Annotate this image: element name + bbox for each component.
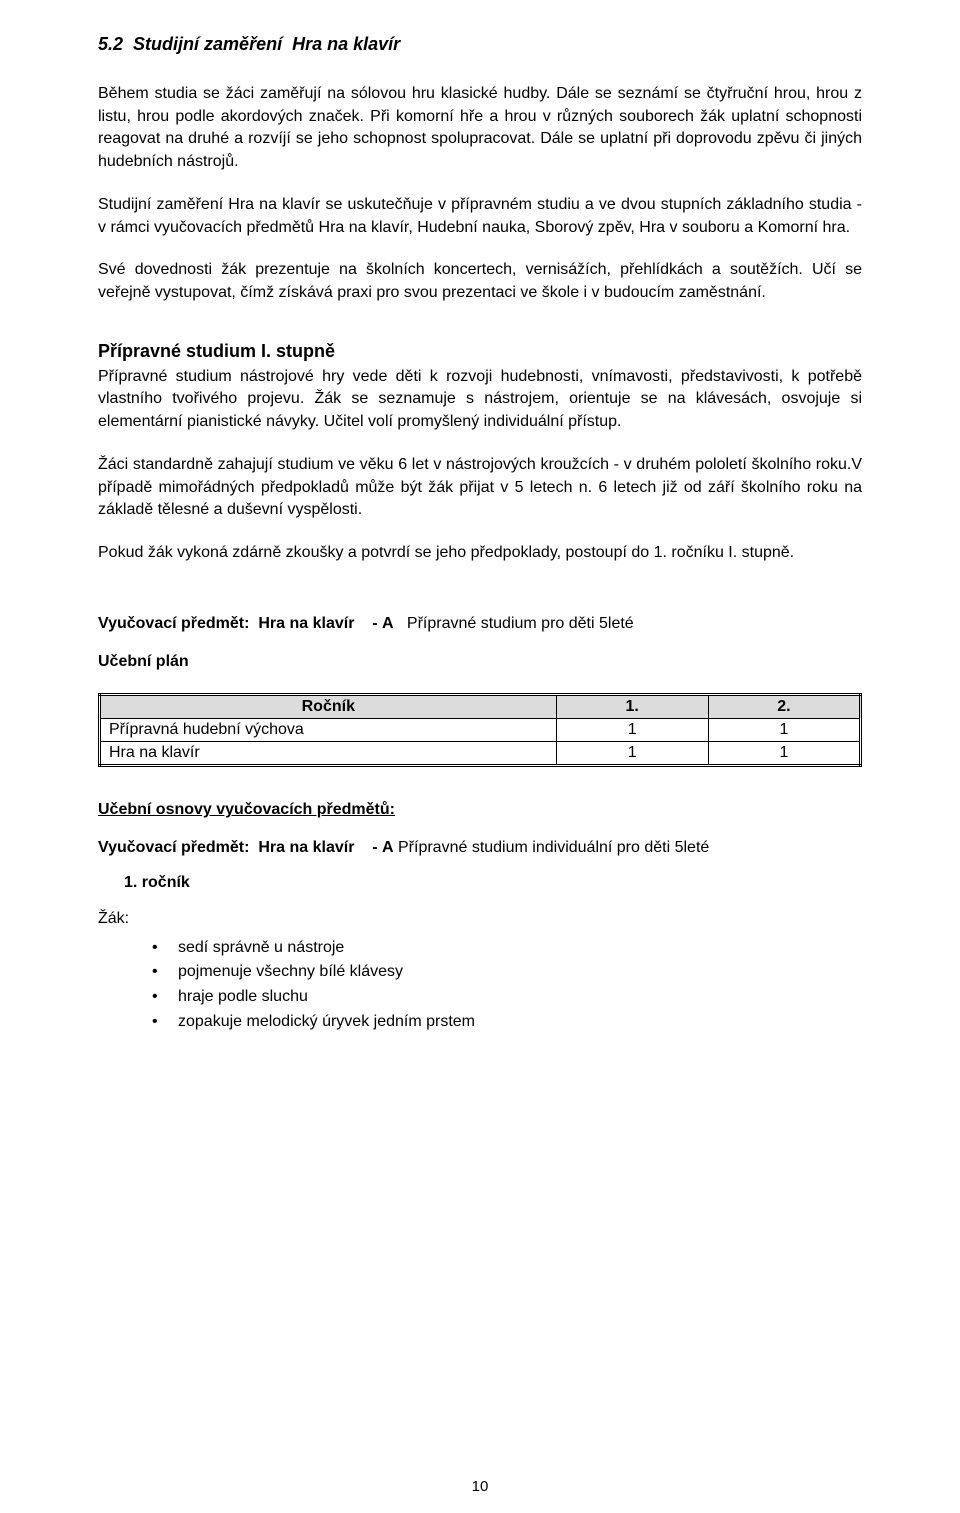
subject1-dash: - [372, 615, 377, 632]
prep-paragraph-3: Pokud žák vykoná zdárně zkoušky a potvrd… [98, 542, 862, 565]
plan-header-row: Ročník 1. 2. [100, 695, 861, 719]
bullet-item: hraje podle sluchu [152, 985, 862, 1010]
plan-row-c1: 1 [556, 742, 708, 766]
section-number: 5.2 [98, 34, 123, 54]
subject-line-2: Vyučovací předmět: Hra na klavír - A Pří… [98, 837, 862, 859]
subject2-label: Vyučovací předmět: [98, 839, 249, 856]
section-heading: 5.2 Studijní zaměření Hra na klavír [98, 34, 862, 55]
subject2-variant-letter: A [382, 839, 394, 856]
prep-paragraph-2: Žáci standardně zahajují studium ve věku… [98, 454, 862, 522]
plan-label: Učební plán [98, 653, 862, 671]
zak-label: Žák: [98, 910, 862, 928]
bullet-list: sedí správně u nástroje pojmenuje všechn… [152, 936, 862, 1035]
subject1-variant-letter: A [382, 615, 394, 632]
section-title-label: Studijní zaměření [133, 34, 282, 54]
intro-paragraph-3: Své dovednosti žák prezentuje na školníc… [98, 259, 862, 304]
plan-row: Přípravná hudební výchova 1 1 [100, 719, 861, 742]
page: 5.2 Studijní zaměření Hra na klavír Běhe… [0, 0, 960, 1513]
subject1-variant-desc: Přípravné studium pro děti 5leté [407, 615, 634, 632]
plan-row-c2: 1 [708, 742, 860, 766]
subject-line-1: Vyučovací předmět: Hra na klavír - A Pří… [98, 613, 862, 635]
intro-paragraph-1: Během studia se žáci zaměřují na sólovou… [98, 83, 862, 174]
plan-table: Ročník 1. 2. Přípravná hudební výchova 1… [98, 693, 862, 767]
plan-header-1: 1. [556, 695, 708, 719]
page-number: 10 [0, 1478, 960, 1495]
plan-row: Hra na klavír 1 1 [100, 742, 861, 766]
bullet-item: sedí správně u nástroje [152, 936, 862, 961]
bullet-item: pojmenuje všechny bílé klávesy [152, 960, 862, 985]
prep-paragraph-1: Přípravné studium nástrojové hry vede dě… [98, 366, 862, 434]
subject1-name: Hra na klavír [258, 615, 354, 632]
grade-label: 1. ročník [124, 874, 862, 892]
subject1-label: Vyučovací předmět: [98, 615, 249, 632]
plan-row-name: Přípravná hudební výchova [100, 719, 557, 742]
plan-header-rocnik: Ročník [100, 695, 557, 719]
subject2-name: Hra na klavír [258, 839, 354, 856]
subject2-variant-desc: Přípravné studium individuální pro děti … [398, 839, 709, 856]
plan-row-c1: 1 [556, 719, 708, 742]
plan-row-c2: 1 [708, 719, 860, 742]
plan-row-name: Hra na klavír [100, 742, 557, 766]
prep-studies-heading: Přípravné studium I. stupně [98, 341, 862, 362]
intro-paragraph-2: Studijní zaměření Hra na klavír se uskut… [98, 194, 862, 239]
plan-header-2: 2. [708, 695, 860, 719]
subject2-dash: - [372, 839, 377, 856]
section-title-name: Hra na klavír [292, 34, 400, 54]
bullet-item: zopakuje melodický úryvek jedním prstem [152, 1010, 862, 1035]
osnovy-label: Učební osnovy vyučovacích předmětů: [98, 801, 862, 819]
